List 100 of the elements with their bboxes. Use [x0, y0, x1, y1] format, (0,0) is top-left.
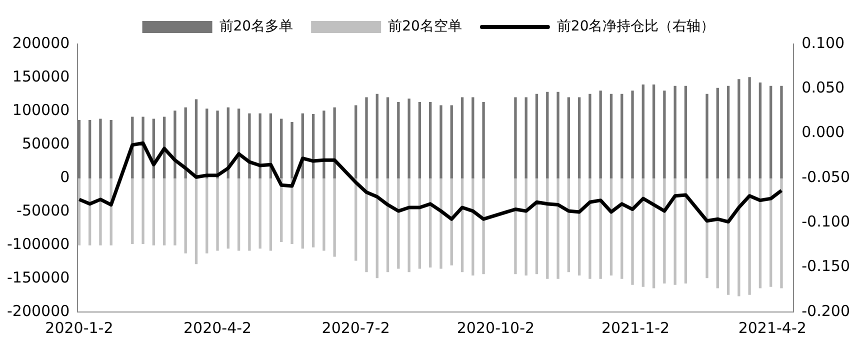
y-tick-label: -200000 [6, 302, 70, 320]
bar [535, 94, 538, 178]
bar [631, 90, 634, 178]
bar [216, 178, 219, 251]
bar [269, 178, 272, 251]
bar [642, 84, 644, 178]
bar [184, 178, 187, 254]
x-tick-label: 2021-4-2 [738, 318, 806, 337]
bar [397, 102, 400, 178]
y-tick-label: -50000 [16, 201, 70, 220]
bar [758, 178, 762, 288]
bar [706, 178, 708, 278]
bar [333, 107, 336, 178]
bar [174, 110, 176, 178]
bar [716, 88, 719, 178]
bar [726, 86, 730, 178]
bar [110, 120, 112, 178]
bar [780, 86, 783, 178]
bar [578, 97, 581, 178]
bar [333, 178, 336, 257]
bar [142, 178, 144, 244]
bar [408, 178, 410, 272]
bar [142, 116, 144, 178]
bar [237, 178, 240, 251]
bar [726, 178, 730, 295]
bar [290, 178, 294, 244]
y-tick-label: 100000 [12, 100, 70, 119]
bar [194, 178, 198, 264]
x-tick-label: 2020-7-2 [322, 318, 390, 337]
bar [663, 90, 666, 178]
bar [482, 102, 485, 178]
bar [620, 94, 624, 178]
bar [376, 94, 378, 178]
bar [365, 178, 368, 272]
bar [556, 92, 560, 178]
bar [131, 178, 134, 244]
bar [99, 178, 102, 246]
bar [482, 178, 485, 274]
bar [588, 178, 592, 279]
y2-tick-label: 0.100 [802, 34, 845, 52]
bar [652, 178, 656, 288]
y-tick-label: -100000 [6, 234, 70, 253]
bar [440, 178, 442, 269]
bar [748, 77, 751, 178]
bar [216, 110, 219, 178]
y-tick-label: 200000 [12, 34, 70, 52]
bar [429, 102, 432, 178]
bar [524, 97, 528, 178]
y2-tick-label: 0.050 [802, 78, 845, 97]
bar [770, 178, 772, 287]
bar [386, 97, 390, 178]
bar [706, 94, 708, 178]
bar [78, 178, 81, 246]
bar [674, 178, 676, 285]
bar [514, 178, 517, 274]
bar [322, 110, 326, 178]
bar [408, 98, 410, 178]
y2-tick-label: -0.050 [802, 168, 850, 186]
bar [546, 92, 549, 178]
x-tick-label: 2020-4-2 [183, 318, 252, 337]
bar [312, 178, 315, 248]
bar [78, 120, 81, 178]
bar [460, 97, 464, 178]
bar [588, 94, 592, 178]
bar [88, 120, 92, 178]
bar [365, 97, 368, 178]
bar [610, 94, 613, 178]
bar [258, 178, 262, 249]
bar [738, 79, 740, 178]
bar [290, 122, 294, 178]
bar [758, 82, 762, 178]
y-tick-label: 50000 [22, 134, 70, 152]
y-tick-label: -150000 [6, 268, 70, 286]
bar [652, 84, 656, 178]
bar [748, 178, 751, 295]
bar [567, 97, 570, 178]
bar [450, 105, 453, 178]
bar [226, 178, 230, 249]
bar [620, 178, 624, 279]
bar [99, 118, 102, 178]
bar [556, 178, 560, 279]
bar [716, 178, 719, 288]
bar [418, 102, 422, 178]
bar [780, 178, 783, 288]
bar [631, 178, 634, 285]
bar [770, 86, 772, 178]
y-tick-label: 0 [60, 168, 70, 186]
x-tick-label: 2020-10-2 [456, 318, 535, 337]
bar [472, 97, 474, 178]
x-tick-label: 2020-1-2 [45, 318, 114, 337]
bar [546, 178, 549, 279]
bar [514, 97, 517, 178]
bar [684, 86, 688, 178]
bar [248, 113, 251, 178]
bar [354, 105, 358, 178]
y-tick-label: 150000 [12, 67, 70, 86]
bar [674, 86, 676, 178]
bar [322, 178, 326, 251]
bar [418, 178, 422, 269]
y2-tick-label: 0.000 [802, 123, 845, 142]
